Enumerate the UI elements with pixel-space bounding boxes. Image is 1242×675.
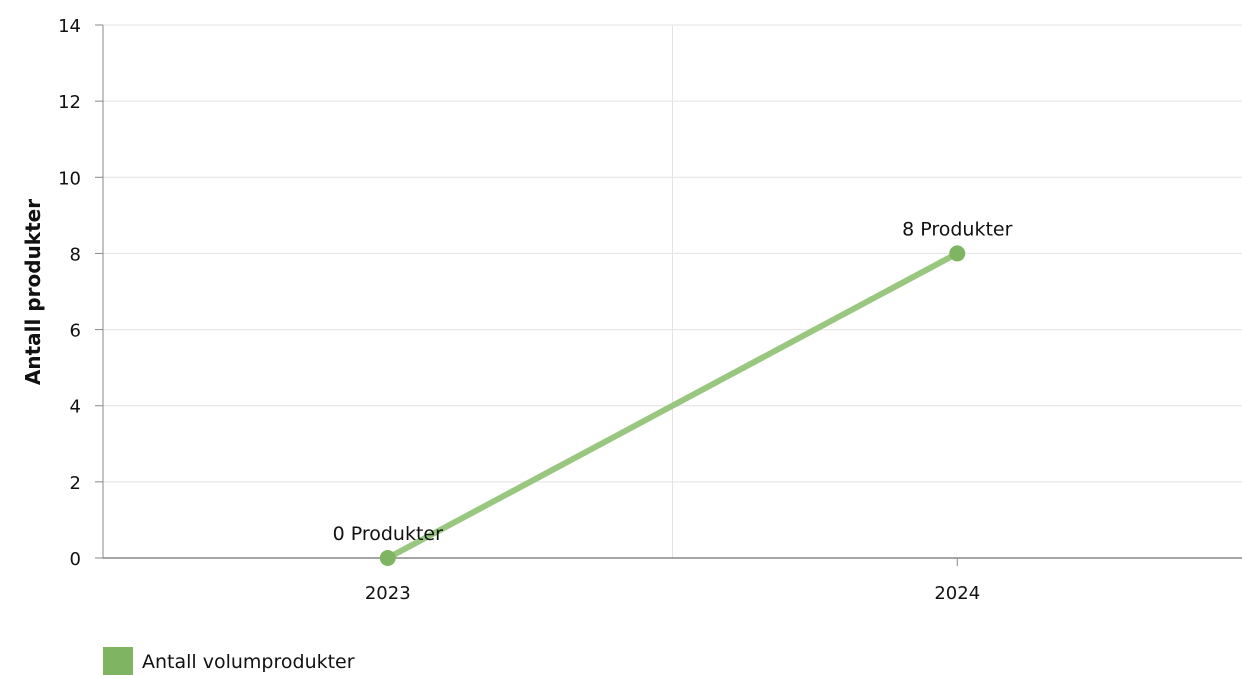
series-line[interactable]	[384, 250, 961, 561]
legend[interactable]: Antall volumprodukter	[103, 647, 355, 675]
data-point-2024[interactable]	[949, 245, 966, 262]
data-label-2024: 8 Produkter	[902, 218, 1013, 240]
data-point-2023[interactable]	[379, 550, 396, 566]
y-tick-label: 10	[58, 168, 81, 189]
series-layer	[379, 245, 966, 566]
y-tick-label: 6	[70, 321, 81, 342]
legend-swatch[interactable]	[103, 647, 133, 675]
data-label-2023: 0 Produkter	[333, 523, 444, 545]
grid-layer	[103, 24, 1242, 558]
y-tick-label: 2	[70, 473, 81, 494]
y-tick-label: 0	[70, 549, 81, 570]
y-tick-label: 4	[70, 397, 81, 418]
y-tick-label: 12	[58, 92, 81, 113]
y-tick-label: 14	[58, 16, 81, 37]
x-tick-label-2023: 2023	[365, 583, 411, 604]
y-axis-title: Antall produkter	[21, 199, 45, 385]
x-tick-label-2024: 2024	[934, 583, 980, 604]
y-tick-label: 8	[70, 244, 81, 265]
legend-label-antall-volumprodukter[interactable]: Antall volumprodukter	[142, 651, 355, 673]
label-layer: 0 Produkter 8 Produkter	[333, 218, 1013, 545]
axis-layer: 0 2 4 6 8 10 12 14 2023 2024	[58, 16, 1242, 604]
